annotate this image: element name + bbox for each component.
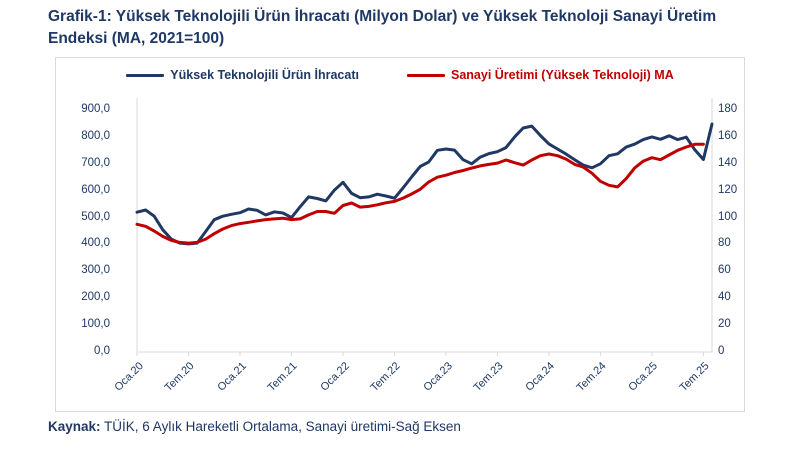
y-axis-right-label: 140: [718, 156, 738, 169]
chart-title: Grafik-1: Yüksek Teknolojili Ürün İhraca…: [48, 6, 768, 50]
y-axis-right-label: 0: [718, 345, 725, 357]
y-axis-right-label: 180: [718, 103, 738, 115]
y-axis-right-label: 120: [718, 183, 738, 196]
y-axis-left-label: 600,0: [81, 183, 110, 196]
legend-entry-exports: Yüksek Teknolojili Ürün İhracatı: [126, 68, 359, 82]
y-axis-right-label: 20: [718, 318, 731, 331]
y-axis-left-label: 700,0: [81, 156, 110, 169]
y-axis-left-label: 0,0: [94, 345, 110, 357]
y-axis-right-label: 100: [718, 210, 738, 223]
y-axis-left-label: 500,0: [81, 210, 110, 223]
y-axis-left-label: 200,0: [81, 291, 110, 304]
source-note-text: TÜİK, 6 Aylık Hareketli Ortalama, Sanayi…: [100, 419, 461, 434]
legend-line-swatch-blue: [126, 73, 165, 77]
y-axis-right-label: 160: [718, 129, 738, 142]
y-axis-left-label: 300,0: [81, 264, 110, 277]
legend-label-exports: Yüksek Teknolojili Ürün İhracatı: [170, 68, 359, 82]
y-axis-right-label: 60: [718, 264, 731, 277]
chart-legend: Yüksek Teknolojili Ürün İhracatı Sanayi …: [55, 68, 745, 82]
chart-title-line1: Grafik-1: Yüksek Teknolojili Ürün İhraca…: [48, 8, 717, 25]
series-line-production: [135, 142, 705, 245]
legend-line-swatch-red: [406, 73, 445, 77]
legend-label-production: Sanayi Üretimi (Yüksek Teknoloji) MA: [450, 68, 674, 82]
source-note: Kaynak: TÜİK, 6 Aylık Hareketli Ortalama…: [48, 419, 461, 434]
y-axis-right-label: 40: [718, 291, 731, 304]
y-axis-left-label: 800,0: [81, 129, 110, 142]
y-axis-left-label: 900,0: [81, 103, 110, 115]
y-axis-right-label: 80: [718, 237, 731, 250]
series-line-exports: [135, 122, 714, 246]
chart-title-line2: Endeksi (MA, 2021=100): [48, 30, 225, 47]
y-axis-left-label: 400,0: [81, 237, 110, 250]
chart-area: [55, 57, 745, 412]
legend-entry-production: Sanayi Üretimi (Yüksek Teknoloji) MA: [406, 68, 674, 82]
y-axis-left-label: 100,0: [81, 318, 110, 331]
source-note-label: Kaynak:: [48, 419, 101, 434]
